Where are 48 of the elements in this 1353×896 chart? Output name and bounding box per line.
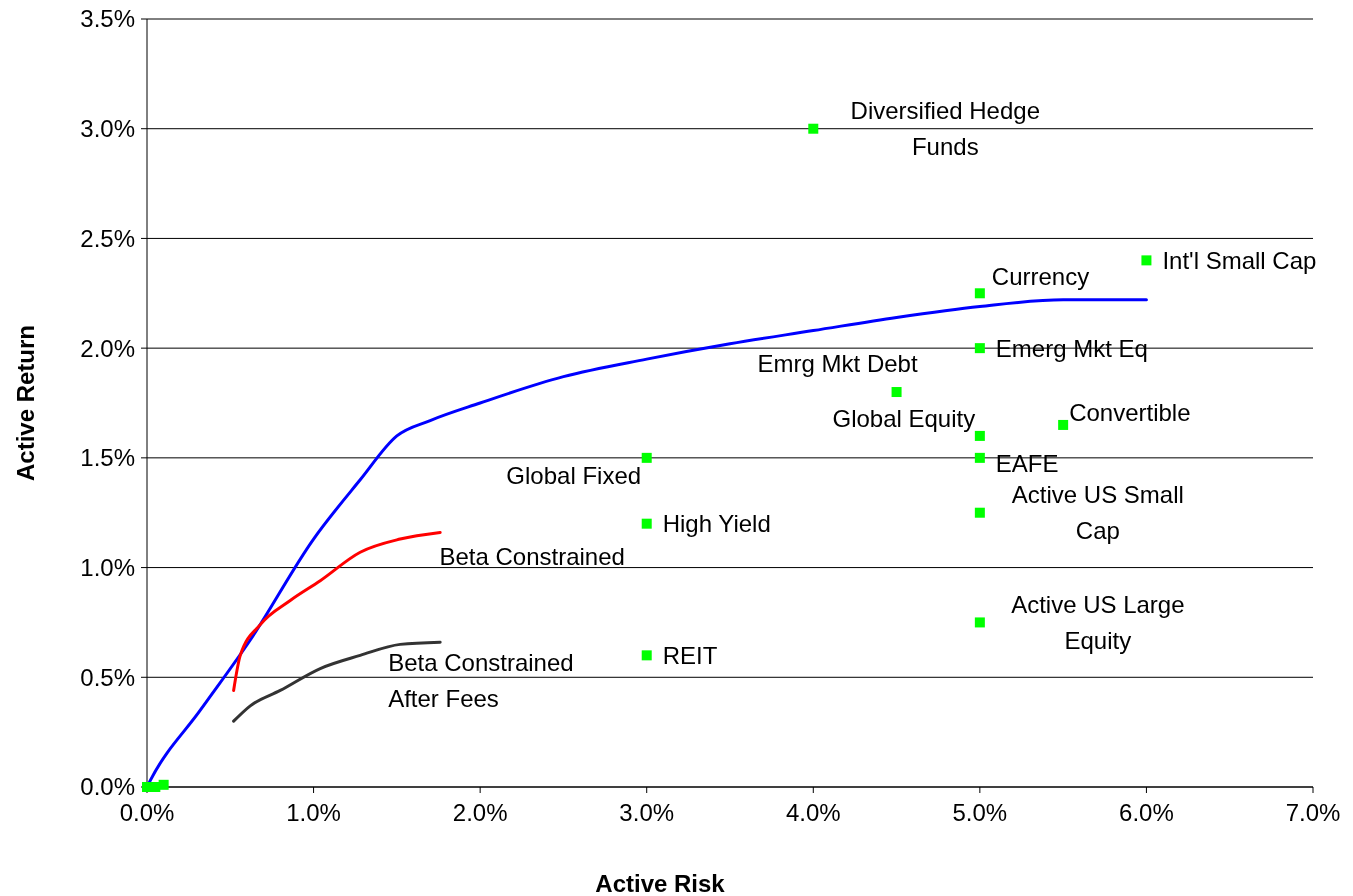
annotation: High Yield <box>662 510 771 538</box>
y-tick-label: 0.5% <box>80 663 135 691</box>
x-tick-label: 3.0% <box>619 799 675 826</box>
annotation: Currency <box>991 262 1090 290</box>
y-tick-label: 0.0% <box>80 773 135 801</box>
point <box>891 387 902 398</box>
x-tick-label: 2.0% <box>452 799 508 826</box>
x-axis-title: Active Risk <box>595 870 726 896</box>
annotation: Active US Small Cap <box>1011 481 1184 545</box>
annotation: Emrg Mkt Debt <box>757 350 918 378</box>
point <box>641 452 652 463</box>
point <box>974 617 985 628</box>
point <box>158 779 169 790</box>
x-tick-label: 6.0% <box>1119 799 1174 826</box>
x-tick-label: 4.0% <box>785 799 841 826</box>
point <box>974 507 985 518</box>
y-tick-label: 3.0% <box>80 115 135 143</box>
annotation: Int'l Small Cap <box>1162 246 1317 274</box>
y-tick-label: 1.5% <box>80 444 135 472</box>
y-tick-label: 1.0% <box>80 553 135 581</box>
point <box>1058 419 1069 430</box>
annotation: Global Fixed <box>506 462 642 490</box>
annotation: REIT <box>662 641 718 669</box>
line-series <box>232 640 442 723</box>
point <box>641 650 652 661</box>
y-axis-title: Active Return <box>12 324 39 482</box>
annotation: EAFE <box>995 450 1059 478</box>
point <box>974 288 985 299</box>
annotation: Convertible <box>1069 399 1191 427</box>
x-tick-label: 5.0% <box>952 799 1008 826</box>
annotation: Global Equity <box>832 405 976 433</box>
x-tick-label: 7.0% <box>1285 799 1341 826</box>
point <box>641 518 652 529</box>
line-series <box>232 530 442 692</box>
annotation: Diversified Hedge Funds <box>850 97 1040 161</box>
point <box>974 452 985 463</box>
point <box>1141 255 1152 266</box>
annotation: Active US Large Equity <box>1011 590 1185 654</box>
point <box>974 430 985 441</box>
annotation: Beta Constrained After Fees <box>388 648 574 712</box>
point <box>974 343 985 354</box>
x-tick-label: 1.0% <box>286 799 341 826</box>
y-tick-label: 3.5% <box>80 5 135 33</box>
y-tick-label: 2.0% <box>80 334 135 362</box>
x-tick-label: 0.0% <box>119 799 175 826</box>
point <box>808 123 819 134</box>
annotation: Beta Constrained <box>439 542 625 570</box>
y-tick-label: 2.5% <box>80 224 135 252</box>
